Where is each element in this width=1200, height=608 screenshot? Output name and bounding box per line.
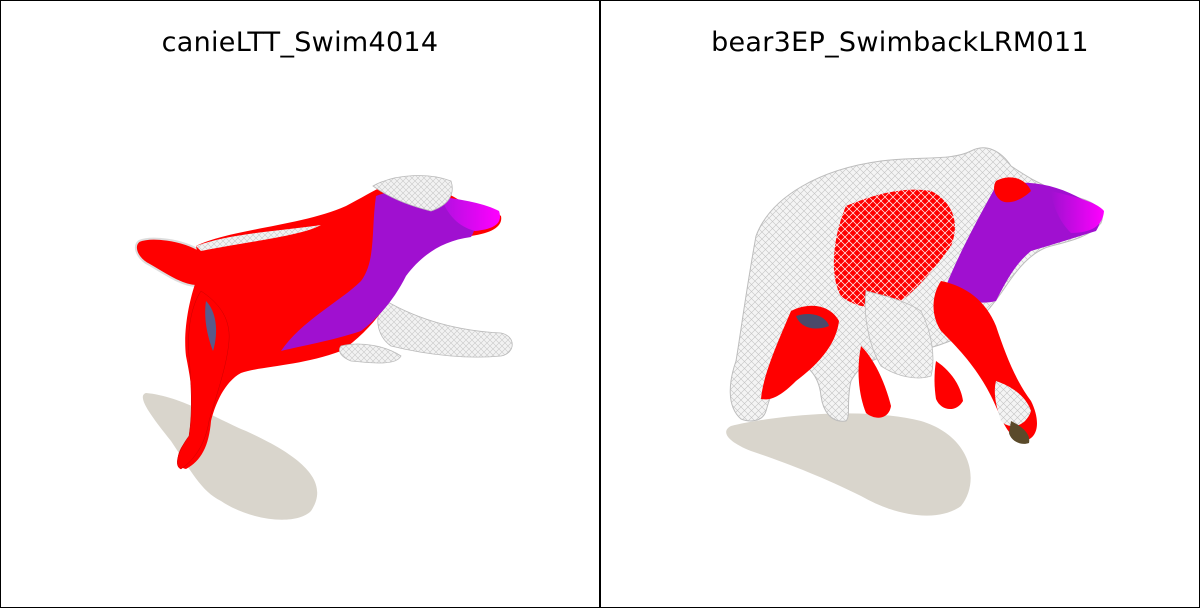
right-hind-leg	[761, 305, 839, 400]
right-hind-shade	[796, 314, 829, 329]
right-far-foreleg-2	[934, 361, 963, 410]
left-near-foreleg-mesh	[339, 343, 402, 364]
left-render	[134, 175, 513, 520]
right-panel: bear3EP_SwimbackLRM011	[601, 1, 1199, 607]
right-near-foreleg-mesh	[994, 381, 1031, 427]
left-panel-title: canieLTT_Swim4014	[161, 27, 439, 58]
left-panel: canieLTT_Swim4014	[1, 1, 599, 607]
left-shadow	[142, 393, 318, 520]
left-head-purple	[281, 190, 476, 351]
left-head-magenta	[441, 197, 500, 231]
right-panel-title: bear3EP_SwimbackLRM011	[711, 27, 1089, 58]
panel-divider	[599, 1, 601, 607]
right-render	[726, 147, 1104, 516]
left-far-foreleg	[377, 300, 513, 358]
left-neck-mesh	[372, 175, 453, 212]
right-chest-mesh	[864, 290, 934, 379]
left-hind-shade	[205, 301, 217, 351]
left-back-mesh	[196, 225, 321, 251]
right-foot-dark	[1009, 421, 1030, 444]
right-head-red	[994, 177, 1031, 203]
right-body-red	[833, 189, 955, 308]
left-tail	[134, 237, 208, 288]
left-hind-leg	[177, 290, 230, 470]
right-head-magenta	[1051, 191, 1104, 233]
right-shadow	[726, 413, 971, 516]
right-far-foreleg	[858, 346, 891, 418]
